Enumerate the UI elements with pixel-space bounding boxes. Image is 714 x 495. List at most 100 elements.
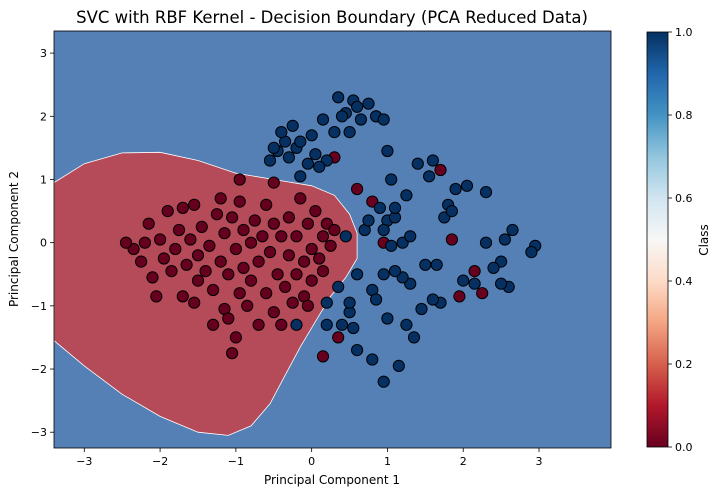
class-0-point xyxy=(241,299,254,312)
class-0-point xyxy=(146,271,159,284)
class-1-point xyxy=(320,318,333,331)
class-0-point xyxy=(229,242,242,256)
class-1-point xyxy=(506,223,519,237)
plot-area xyxy=(54,31,611,448)
class-1-point xyxy=(388,201,402,214)
class-1-point xyxy=(320,296,333,309)
colorbar-tick-label: 0.6 xyxy=(675,192,693,205)
class-1-point xyxy=(290,318,303,331)
class-0-point xyxy=(191,249,205,262)
class-1-point xyxy=(332,280,345,293)
class-0-point xyxy=(214,255,227,268)
class-1-point xyxy=(426,154,439,167)
class-0-point xyxy=(237,261,250,274)
class-1-point xyxy=(445,205,458,218)
class-1-point xyxy=(339,230,352,243)
class-0-point xyxy=(275,230,288,243)
class-0-point xyxy=(256,230,269,243)
class-1-point xyxy=(282,151,295,164)
class-1-point xyxy=(263,154,277,167)
class-0-point xyxy=(233,287,246,300)
class-1-point xyxy=(487,261,500,274)
class-1-point xyxy=(362,214,375,227)
class-0-point xyxy=(316,265,330,278)
class-1-point xyxy=(381,312,394,325)
class-0-point xyxy=(263,246,277,259)
class-0-point xyxy=(191,274,205,287)
class-1-point xyxy=(335,318,349,331)
class-0-point xyxy=(279,280,292,293)
class-0-point xyxy=(286,296,299,309)
class-1-point xyxy=(430,258,443,271)
class-0-point xyxy=(233,195,246,208)
class-0-point xyxy=(305,274,318,287)
class-1-point xyxy=(385,173,398,186)
class-1-point xyxy=(377,223,390,237)
class-0-point xyxy=(260,287,273,300)
class-0-point xyxy=(138,236,151,249)
class-0-point xyxy=(176,201,189,214)
x-axis-label: Principal Component 1 xyxy=(264,473,400,487)
class-0-point xyxy=(214,192,227,205)
class-1-point xyxy=(328,126,341,139)
colorbar-tick-label: 0.2 xyxy=(675,358,693,371)
class-0-point xyxy=(229,331,242,344)
class-0-point xyxy=(207,318,220,331)
class-0-point xyxy=(142,217,155,230)
class-1-point xyxy=(309,148,322,161)
class-0-point xyxy=(301,217,314,230)
class-1-point xyxy=(479,186,493,199)
class-1-point xyxy=(351,268,364,281)
class-0-point xyxy=(154,233,167,246)
class-0-point xyxy=(328,223,341,237)
plot-frame xyxy=(53,30,612,449)
class-0-point xyxy=(172,223,186,237)
x-tick-label: 1 xyxy=(384,455,391,468)
class-0-point xyxy=(222,312,235,325)
class-0-point xyxy=(351,182,364,196)
class-0-point xyxy=(207,283,220,297)
class-0-point xyxy=(119,236,133,249)
class-1-point xyxy=(449,182,462,196)
class-0-point xyxy=(316,350,330,363)
class-0-point xyxy=(222,268,235,281)
class-0-point xyxy=(271,268,284,281)
class-1-point xyxy=(498,233,511,246)
class-1-point xyxy=(366,353,379,366)
class-0-point xyxy=(226,211,239,224)
class-1-point xyxy=(479,236,493,249)
class-1-point xyxy=(351,344,364,357)
class-0-point xyxy=(290,230,303,243)
class-0-point xyxy=(290,268,303,281)
class-0-point xyxy=(184,233,197,246)
class-1-point xyxy=(385,239,398,252)
colorbar-tick-label: 0.8 xyxy=(675,109,693,122)
class-1-point xyxy=(400,318,413,331)
class-0-point xyxy=(218,227,231,240)
class-0-point xyxy=(203,239,216,252)
class-0-point xyxy=(161,205,174,218)
class-0-point xyxy=(468,265,481,278)
class-0-point xyxy=(313,252,326,265)
class-1-point xyxy=(275,126,288,139)
class-1-point xyxy=(332,91,345,104)
class-0-point xyxy=(237,223,250,237)
class-1-point xyxy=(316,113,330,126)
y-tick-label: 1 xyxy=(40,173,47,186)
class-0-point xyxy=(267,217,280,230)
class-1-point xyxy=(392,359,405,372)
class-1-point xyxy=(377,268,390,281)
class-0-point xyxy=(252,255,265,268)
class-0-point xyxy=(244,274,258,287)
class-1-point xyxy=(460,179,474,192)
y-axis-label: Principal Component 2 xyxy=(7,171,21,307)
x-tick-label: −1 xyxy=(228,455,244,468)
class-0-point xyxy=(176,290,189,303)
class-0-point xyxy=(298,255,311,268)
class-0-point xyxy=(210,208,223,221)
class-1-point xyxy=(423,170,436,183)
class-1-point xyxy=(362,97,375,110)
class-1-point xyxy=(370,293,383,306)
class-1-point xyxy=(286,119,299,132)
class-0-point xyxy=(332,331,345,344)
